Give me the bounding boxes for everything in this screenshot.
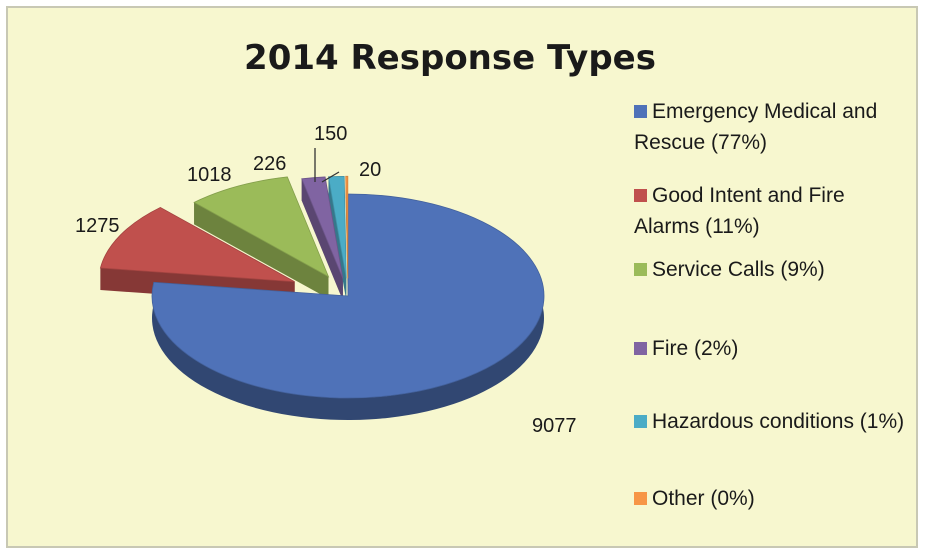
chart-title: 2014 Response Types [244, 38, 656, 78]
leader-line-5 [321, 171, 340, 183]
data-label-0: 9077 [532, 415, 577, 437]
legend-item-emergency-medical: Emergency Medical and Rescue (77%) [634, 100, 878, 154]
legend-item-good-intent: Good Intent and Fire Alarms (11%) [634, 184, 845, 238]
slice-2 [193, 176, 330, 278]
slice-5 [345, 175, 349, 279]
data-label-2: 1018 [187, 164, 232, 186]
legend-swatch [634, 492, 647, 505]
legend-swatch [634, 342, 647, 355]
slice-wall-3-0 [301, 178, 343, 301]
data-label-5: 20 [359, 159, 381, 181]
legend-item-hazardous: Hazardous conditions (1%) [634, 406, 914, 437]
data-label-3: 226 [253, 153, 286, 175]
legend-swatch [634, 105, 647, 118]
slice-wall-4-0 [328, 176, 347, 301]
data-label-4: 150 [314, 123, 347, 145]
legend-swatch [634, 263, 647, 276]
slice-0 [151, 193, 545, 399]
slice-1 [99, 206, 295, 283]
legend-swatch [634, 189, 647, 202]
legend-item-other: Other (0%) [634, 483, 914, 514]
legend-item-service-calls: Service Calls (9%) [634, 254, 914, 285]
slice-wall-2-0 [194, 202, 329, 299]
legend-swatch [634, 415, 647, 428]
data-label-1: 1275 [75, 215, 120, 237]
slice-4 [328, 175, 347, 279]
legend-item-fire: Fire (2%) [634, 333, 914, 364]
slice-3 [301, 176, 344, 279]
